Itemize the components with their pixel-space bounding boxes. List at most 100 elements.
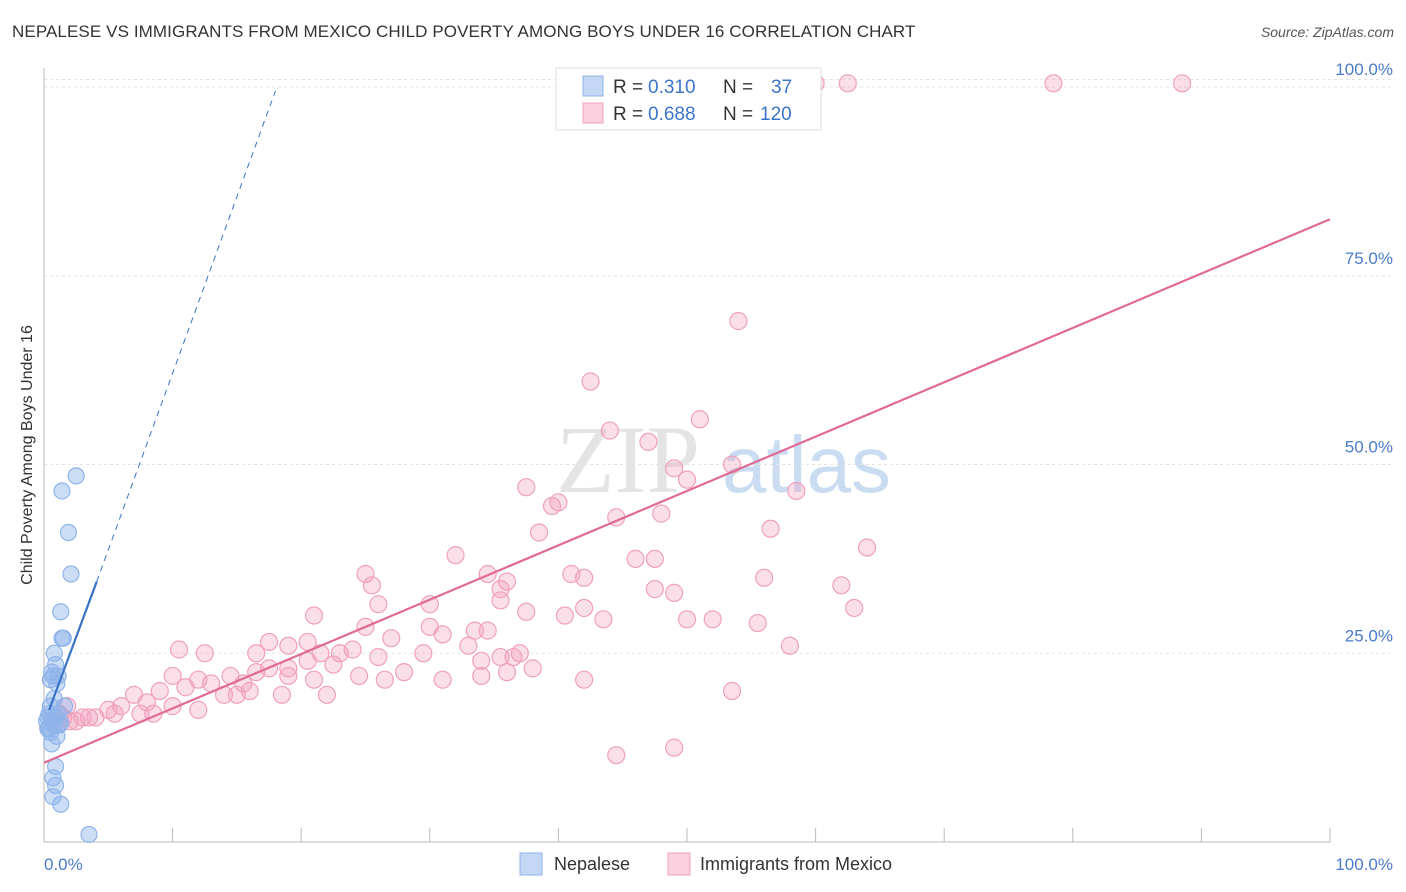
point-mexico (677, 610, 697, 629)
point-nepalese (43, 735, 61, 753)
point-mexico (555, 606, 574, 625)
legend: R = 0.310 N = 37 R = 0.688 N = 120 (555, 67, 822, 131)
point-mexico (1173, 74, 1192, 93)
point-mexico (317, 685, 337, 704)
point-mexico (446, 546, 465, 565)
point-mexico (324, 655, 343, 674)
point-mexico (497, 663, 517, 682)
point-mexico (575, 598, 594, 618)
legend-swatch-nepalese (582, 75, 604, 97)
point-mexico (169, 640, 189, 659)
point-mexico (517, 602, 536, 621)
trend-lines (43, 90, 1331, 764)
point-mexico (607, 746, 626, 765)
y-tick-label: 100.0% (1335, 60, 1393, 79)
series-nepalese (37, 467, 98, 844)
y-tick-label: 50.0% (1345, 438, 1393, 457)
x-tick-label-min: 0.0% (44, 855, 83, 874)
point-mexico (227, 685, 246, 704)
point-nepalese (41, 671, 60, 689)
point-mexico (857, 538, 877, 557)
trend-line-mexico (43, 218, 1331, 764)
point-mexico (137, 693, 156, 712)
point-mexico (472, 651, 491, 670)
point-nepalese (53, 482, 71, 500)
point-mexico (459, 636, 478, 655)
point-mexico (79, 708, 99, 727)
chart-title: NEPALESE VS IMMIGRANTS FROM MEXICO CHILD… (12, 22, 916, 41)
point-mexico (581, 372, 600, 391)
point-mexico (761, 519, 780, 538)
point-mexico (491, 591, 510, 610)
point-mexico (330, 644, 349, 663)
bottom-legend-label-nepalese: Nepalese (554, 854, 630, 874)
point-mexico (279, 636, 298, 655)
trend-line-nepalese (48, 581, 98, 711)
point-mexico (645, 580, 664, 599)
grid (44, 79, 1393, 654)
point-mexico (755, 568, 774, 587)
point-mexico (433, 670, 452, 689)
point-mexico (362, 576, 382, 595)
legend-swatch-mexico (582, 102, 604, 124)
y-axis-label: Child Poverty Among Boys Under 16 (19, 325, 36, 585)
point-nepalese (59, 523, 78, 542)
point-nepalese (54, 629, 72, 647)
point-mexico (472, 666, 491, 686)
point-mexico (780, 636, 799, 655)
point-nepalese (62, 565, 80, 583)
point-mexico (722, 681, 742, 701)
point-nepalese (67, 467, 85, 485)
point-mexico (304, 670, 324, 689)
point-mexico (259, 632, 279, 652)
point-mexico (394, 663, 414, 682)
point-mexico (369, 595, 388, 614)
x-ticks (43, 828, 1331, 842)
point-mexico (304, 606, 324, 625)
point-mexico (86, 708, 105, 727)
point-mexico (478, 564, 497, 584)
y-tick-label: 75.0% (1345, 249, 1393, 268)
point-nepalese (52, 714, 70, 732)
point-nepalese (80, 825, 98, 844)
point-mexico (1044, 74, 1063, 93)
x-tick-label-max: 100.0% (1335, 855, 1393, 874)
point-mexico (491, 647, 510, 667)
point-mexico (729, 312, 748, 331)
point-mexico (665, 738, 684, 757)
legend-r-value-2: 0.688 (648, 104, 696, 125)
bottom-legend-swatch-nepalese (519, 852, 543, 876)
point-mexico (433, 625, 452, 644)
point-mexico (105, 704, 124, 723)
point-mexico (279, 666, 298, 686)
point-mexico (703, 610, 722, 629)
point-mexico (356, 564, 375, 584)
point-mexico (645, 549, 664, 569)
point-mexico (639, 432, 658, 452)
legend-n-label-1: N = (723, 77, 753, 98)
y-tick-labels: 25.0% 50.0% 75.0% 100.0% (1335, 60, 1393, 645)
point-mexico (575, 568, 594, 587)
point-mexico (600, 421, 619, 440)
point-mexico (517, 478, 536, 497)
legend-r-label-1: R = (613, 77, 643, 98)
point-mexico (665, 583, 684, 602)
point-mexico (665, 459, 684, 478)
point-mexico (195, 644, 214, 663)
point-mexico (594, 610, 613, 629)
legend-n-value-2: 120 (760, 104, 792, 125)
point-mexico (690, 410, 709, 429)
point-mexico (677, 470, 697, 489)
point-nepalese (52, 603, 70, 621)
point-mexico (652, 504, 671, 523)
trend-extension-nepalese (96, 90, 276, 582)
point-mexico (176, 678, 195, 697)
legend-n-label-2: N = (723, 104, 753, 125)
point-mexico (478, 621, 497, 640)
point-nepalese (52, 795, 70, 813)
point-mexico (414, 644, 433, 663)
point-mexico (150, 681, 169, 701)
point-mexico (510, 644, 529, 663)
point-mexico (575, 670, 594, 689)
point-mexico (838, 74, 857, 93)
